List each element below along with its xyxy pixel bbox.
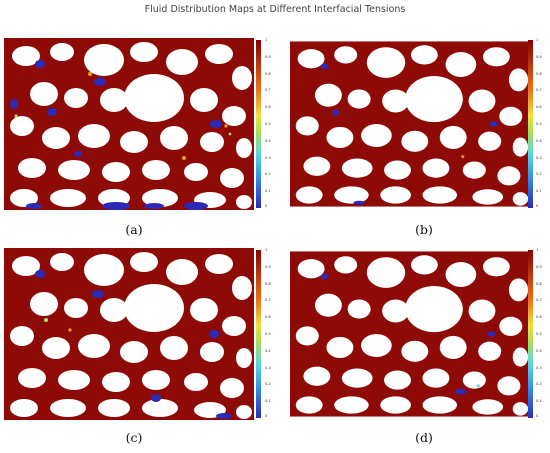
colorbar-tick: 0.9: [536, 265, 542, 269]
figure-title: Fluid Distribution Maps at Different Int…: [144, 4, 406, 15]
colorbar-tick: 0.5: [536, 332, 542, 336]
panel-label-c: (c): [125, 430, 143, 445]
colorbar-tick: 0.7: [265, 298, 271, 302]
colorbar-tick: 0.1: [265, 399, 271, 403]
colorbar-tick: 0.8: [265, 282, 271, 286]
panel-b: 1 0.9 0.8 0.7 0.6 0.5 0.4 0.3 0.2 0.1 0: [290, 38, 550, 243]
colorbar-tick: 0.3: [536, 366, 542, 370]
colorbar-tick: 0: [265, 414, 268, 418]
colorbar-tick: 0.4: [265, 139, 271, 143]
colorbar-c: [256, 250, 261, 418]
colorbar-tick: 0.5: [265, 332, 271, 336]
colorbar-tick: 0.4: [536, 139, 542, 143]
colorbar-tick: 0.2: [536, 172, 542, 176]
colorbar-tick: 0.4: [265, 349, 271, 353]
colorbar-tick: 0.1: [265, 189, 271, 193]
colorbar-tick: 0.9: [265, 265, 271, 269]
panel-a: 1 0.9 0.8 0.7 0.6 0.5 0.4 0.3 0.2 0.1 0: [4, 38, 271, 243]
colorbar-tick: 0.7: [536, 88, 542, 92]
colorbar-tick: 0.7: [265, 88, 271, 92]
fluid-map-b: [290, 41, 530, 207]
colorbar-tick: 0.9: [536, 55, 542, 59]
colorbar-tick: 0.5: [265, 122, 271, 126]
colorbar-tick: 0.6: [536, 105, 542, 109]
colorbar-tick: 0.6: [536, 315, 542, 319]
panel-label-d: (d): [415, 430, 433, 445]
colorbar-tick: 0: [265, 204, 268, 208]
panel-label-b: (b): [415, 222, 433, 237]
colorbar-tick: 0.5: [536, 122, 542, 126]
colorbar-tick: 0.2: [536, 382, 542, 386]
colorbar-tick: 0.8: [265, 72, 271, 76]
colorbar-d: [528, 250, 533, 418]
panel-d: 1 0.9 0.8 0.7 0.6 0.5 0.4 0.3 0.2 0.1 0: [290, 248, 550, 453]
colorbar-tick: 0.9: [265, 55, 271, 59]
colorbar-tick: 0.7: [536, 298, 542, 302]
colorbar-tick: 1: [265, 38, 268, 42]
colorbar-tick: 0.3: [536, 156, 542, 160]
colorbar-tick: 0.1: [536, 399, 542, 403]
colorbar-tick: 0.4: [536, 349, 542, 353]
colorbar-tick: 1: [536, 38, 539, 42]
colorbar-tick: 0.6: [265, 315, 271, 319]
colorbar-tick: 0: [536, 204, 539, 208]
colorbar-tick: 0.2: [265, 382, 271, 386]
colorbar-b: [528, 40, 533, 208]
colorbar-tick: 1: [536, 248, 539, 252]
panel-c: 1 0.9 0.8 0.7 0.6 0.5 0.4 0.3 0.2 0.1 0: [4, 248, 271, 453]
colorbar-tick: 1: [265, 248, 268, 252]
colorbar-tick: 0.3: [265, 366, 271, 370]
fluid-map-d: [290, 251, 530, 417]
colorbar-tick: 0.6: [265, 105, 271, 109]
colorbar-tick: 0.8: [536, 282, 542, 286]
colorbar-tick: 0.3: [265, 156, 271, 160]
fluid-map-a: [4, 38, 254, 210]
panel-label-a: (a): [125, 222, 143, 237]
fluid-map-c: [4, 248, 254, 420]
colorbar-tick: 0.1: [536, 189, 542, 193]
colorbar-tick: 0.8: [536, 72, 542, 76]
colorbar-a: [256, 40, 261, 208]
colorbar-tick: 0.2: [265, 172, 271, 176]
colorbar-tick: 0: [536, 414, 539, 418]
